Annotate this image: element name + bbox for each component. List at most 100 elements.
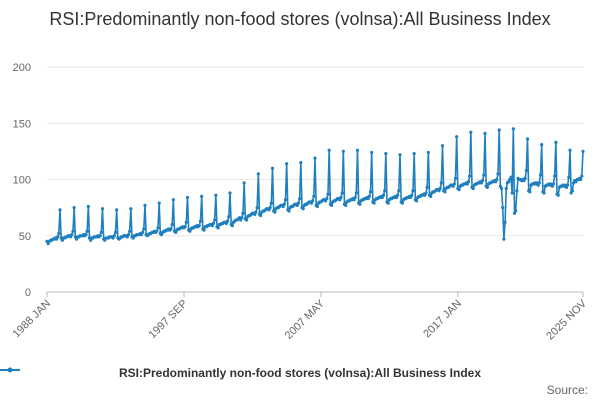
data-point xyxy=(426,150,430,155)
data-point xyxy=(400,201,404,205)
data-point xyxy=(554,140,558,144)
data-point xyxy=(301,207,305,211)
data-point xyxy=(241,211,245,215)
data-point xyxy=(184,220,188,224)
data-point xyxy=(240,216,244,220)
data-point xyxy=(327,148,331,152)
data-point xyxy=(566,183,570,187)
data-point xyxy=(537,181,541,185)
data-point xyxy=(468,174,472,178)
data-point xyxy=(244,218,249,222)
data-point xyxy=(424,191,428,195)
data-point xyxy=(425,185,429,189)
y-tick-label: 0 xyxy=(25,287,31,299)
data-point xyxy=(270,166,275,170)
data-point xyxy=(581,149,585,153)
data-point xyxy=(510,191,514,195)
data-point xyxy=(58,208,62,212)
y-tick-label: 200 xyxy=(13,62,31,74)
data-point xyxy=(570,189,574,193)
data-point xyxy=(483,131,487,135)
data-point xyxy=(502,237,506,241)
data-point xyxy=(499,186,504,191)
legend-label: RSI:Predominantly non-food stores (volns… xyxy=(118,366,482,380)
data-point xyxy=(368,190,373,194)
data-point xyxy=(496,172,500,176)
data-point xyxy=(542,191,546,195)
data-point xyxy=(126,233,131,237)
data-point xyxy=(438,186,442,191)
data-point xyxy=(523,176,527,180)
data-point xyxy=(515,189,519,193)
data-point xyxy=(503,220,507,224)
data-point xyxy=(156,226,160,230)
data-point xyxy=(70,233,74,237)
data-point xyxy=(183,225,187,229)
data-point xyxy=(396,193,400,197)
data-point xyxy=(341,149,345,153)
data-point xyxy=(525,137,530,141)
data-point xyxy=(227,215,231,219)
source-label: Source: xyxy=(546,383,588,397)
data-point xyxy=(504,186,508,191)
data-point xyxy=(384,152,388,156)
data-point xyxy=(254,210,258,214)
data-point xyxy=(242,181,246,185)
data-point xyxy=(72,206,76,210)
x-tick-label: 1988 JAN xyxy=(10,298,53,341)
data-point xyxy=(353,195,357,200)
data-point xyxy=(128,229,132,233)
data-point xyxy=(568,148,572,152)
data-point xyxy=(453,176,458,180)
data-point xyxy=(170,222,174,227)
data-point xyxy=(367,194,371,198)
data-point xyxy=(501,206,505,210)
data-point xyxy=(157,201,161,205)
data-point xyxy=(143,203,147,207)
data-point xyxy=(354,191,358,195)
x-tick-label: 1997 SEP xyxy=(147,298,191,342)
legend[interactable]: RSI:Predominantly non-food stores (volns… xyxy=(0,366,600,380)
data-point xyxy=(71,229,75,233)
data-point xyxy=(86,204,90,209)
data-point xyxy=(99,230,103,234)
data-point xyxy=(113,230,118,234)
data-point xyxy=(466,180,471,184)
data-point xyxy=(255,206,259,210)
data-point xyxy=(155,229,159,233)
y-tick-label: 150 xyxy=(13,118,31,130)
data-point xyxy=(216,226,220,230)
data-point xyxy=(57,231,61,236)
data-point xyxy=(256,172,260,176)
data-point xyxy=(339,195,343,200)
data-point xyxy=(200,194,204,198)
data-point xyxy=(169,227,173,231)
data-point xyxy=(528,190,532,194)
data-point xyxy=(129,207,133,211)
data-point xyxy=(540,143,544,147)
data-point xyxy=(268,206,272,210)
data-point xyxy=(269,201,273,205)
data-point xyxy=(355,148,360,152)
data-point xyxy=(538,173,543,177)
data-point xyxy=(171,198,175,202)
data-point xyxy=(509,175,513,179)
data-point xyxy=(141,230,145,234)
data-point xyxy=(197,224,201,228)
chart-title: RSI:Predominantly non-food stores (volns… xyxy=(49,9,551,29)
data-point xyxy=(344,203,348,207)
data-point xyxy=(497,128,501,132)
data-point xyxy=(370,150,374,155)
data-point xyxy=(202,228,206,232)
data-point xyxy=(142,227,146,231)
data-point xyxy=(580,174,584,178)
data-point xyxy=(311,199,315,203)
data-point xyxy=(579,177,583,182)
data-point xyxy=(313,156,317,160)
data-point xyxy=(481,179,485,183)
data-point xyxy=(471,186,475,191)
data-point xyxy=(482,173,486,177)
data-point xyxy=(214,193,218,197)
data-point xyxy=(98,234,102,238)
